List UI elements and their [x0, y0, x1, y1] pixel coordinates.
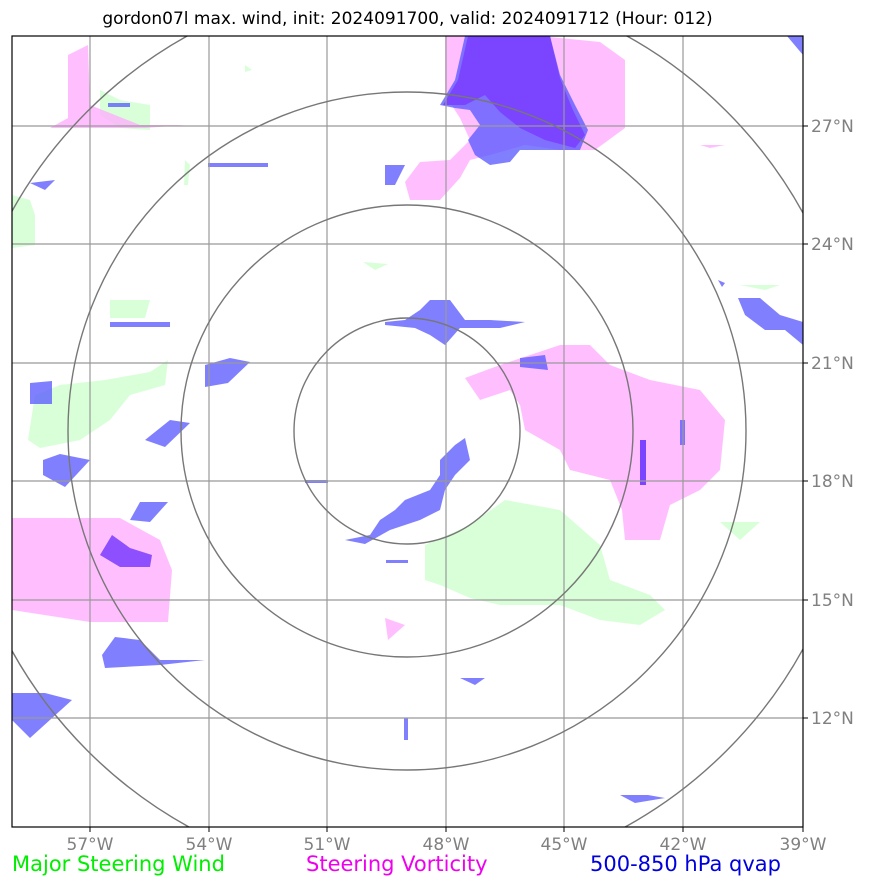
- lon-label: 45°W: [541, 835, 588, 855]
- lon-label: 54°W: [186, 835, 233, 855]
- lon-label: 39°W: [780, 835, 827, 855]
- lon-label: 42°W: [660, 835, 707, 855]
- lat-label: 18°N: [811, 472, 854, 492]
- map-layers: [12, 36, 803, 827]
- lat-label: 12°N: [811, 709, 854, 729]
- lat-label: 27°N: [811, 117, 854, 137]
- lon-label: 51°W: [304, 835, 351, 855]
- lat-label: 21°N: [811, 354, 854, 374]
- longitude-labels: 57°W 54°W 51°W 48°W 45°W 42°W 39°W: [67, 835, 827, 855]
- steering-wind-areas: [12, 65, 780, 625]
- axis-ticks: [89, 125, 808, 832]
- lon-label: 48°W: [423, 835, 470, 855]
- plot-frame: [11, 35, 804, 828]
- map-title: gordon07l max. wind, init: 2024091700, v…: [102, 9, 713, 29]
- latitude-labels: 27°N 24°N 21°N 18°N 15°N 12°N: [811, 117, 854, 729]
- legend-qvap: 500-850 hPa qvap: [590, 852, 781, 876]
- lat-label: 24°N: [811, 235, 854, 255]
- range-rings: [12, 36, 803, 827]
- lat-label: 15°N: [811, 591, 854, 611]
- qvap-vorticity-overlap: [100, 36, 646, 567]
- legend-steering-vorticity: Steering Vorticity: [306, 852, 488, 876]
- lon-label: 57°W: [67, 835, 114, 855]
- legend-steering-wind: Major Steering Wind: [12, 852, 225, 876]
- lat-lon-grid: [12, 36, 803, 827]
